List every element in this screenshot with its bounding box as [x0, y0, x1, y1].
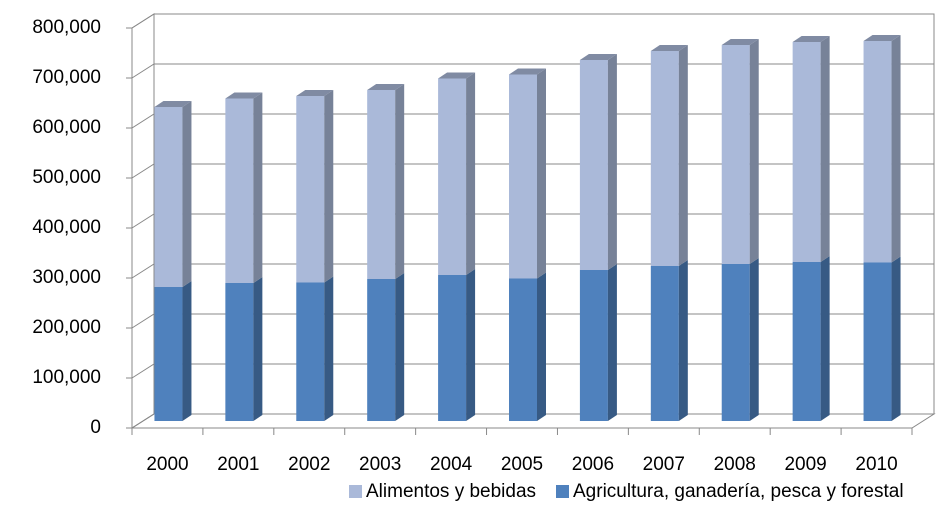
bar	[225, 283, 254, 421]
bar-side	[678, 260, 688, 421]
bar	[650, 51, 679, 266]
y-tick-label: 0	[90, 417, 101, 438]
bar-side	[324, 90, 334, 283]
legend-swatch	[556, 485, 569, 498]
y-tick-label: 200,000	[32, 317, 101, 338]
bar-side	[607, 54, 617, 270]
bar	[721, 264, 750, 421]
bar-side	[820, 36, 830, 262]
bar	[367, 279, 396, 421]
bar-top	[438, 72, 476, 79]
bar-side	[537, 272, 546, 421]
bar-side	[466, 269, 476, 421]
bar	[650, 266, 679, 421]
bar-top	[863, 35, 901, 41]
bar	[579, 60, 608, 270]
y-tick-label: 600,000	[32, 117, 101, 138]
bar-side	[324, 276, 334, 421]
x-tick-label: 2006	[572, 454, 614, 475]
bar-side	[253, 277, 263, 421]
bar	[438, 78, 467, 275]
x-tick-label: 2003	[359, 454, 401, 475]
bar-side	[253, 92, 263, 283]
bar	[154, 107, 183, 287]
y-tick-label: 800,000	[32, 17, 101, 38]
x-tick-label: 2010	[855, 454, 897, 475]
legend-swatch	[349, 485, 362, 498]
legend-label: Agricultura, ganadería, pesca y forestal	[573, 481, 904, 502]
bar	[154, 287, 183, 421]
y-tick-label: 700,000	[32, 67, 101, 88]
bar	[296, 96, 325, 283]
bar-side	[182, 101, 192, 287]
bar-top	[296, 90, 334, 96]
bar-top	[792, 36, 830, 42]
bar-side	[466, 72, 476, 275]
bar-side	[749, 39, 759, 264]
y-tick-label: 300,000	[32, 267, 101, 288]
x-tick-label: 2008	[714, 454, 756, 475]
bar-top	[509, 68, 546, 75]
bar	[509, 74, 537, 279]
bar-top	[367, 84, 405, 90]
bar	[863, 262, 892, 421]
bar	[296, 282, 325, 421]
bar	[509, 278, 537, 421]
x-tick-label: 2000	[146, 454, 188, 475]
legend-label: Alimentos y bebidas	[366, 481, 536, 502]
x-tick-label: 2001	[217, 454, 259, 475]
grid-line	[131, 13, 934, 29]
bar-side	[607, 264, 617, 421]
bar-top	[650, 45, 688, 51]
y-tick-label: 100,000	[32, 367, 101, 388]
bar-side	[182, 281, 192, 421]
bar-side	[891, 35, 901, 263]
bar	[579, 270, 608, 421]
bar-side	[749, 258, 759, 421]
bar	[792, 262, 821, 421]
x-tick-label: 2004	[430, 454, 473, 475]
y-tick-label: 500,000	[32, 167, 101, 188]
x-tick-label: 2009	[784, 454, 826, 475]
bar	[367, 90, 396, 279]
bar	[792, 42, 821, 262]
bar-top	[721, 39, 759, 45]
x-tick-label: 2007	[643, 454, 685, 475]
bar-side	[395, 273, 405, 421]
bar-top	[225, 92, 263, 99]
y-tick-label: 400,000	[32, 217, 101, 238]
bar-top	[579, 54, 617, 60]
bar-side	[678, 45, 688, 266]
bar-top	[154, 101, 192, 107]
bar-side	[395, 84, 405, 279]
bar-side	[820, 256, 830, 421]
bar	[863, 41, 892, 263]
bar	[225, 98, 254, 283]
x-tick-label: 2002	[288, 454, 330, 475]
bar	[438, 275, 467, 421]
bar-side	[537, 68, 546, 279]
x-tick-label: 2005	[501, 454, 543, 475]
bar-side	[891, 256, 901, 421]
bar	[721, 45, 750, 264]
